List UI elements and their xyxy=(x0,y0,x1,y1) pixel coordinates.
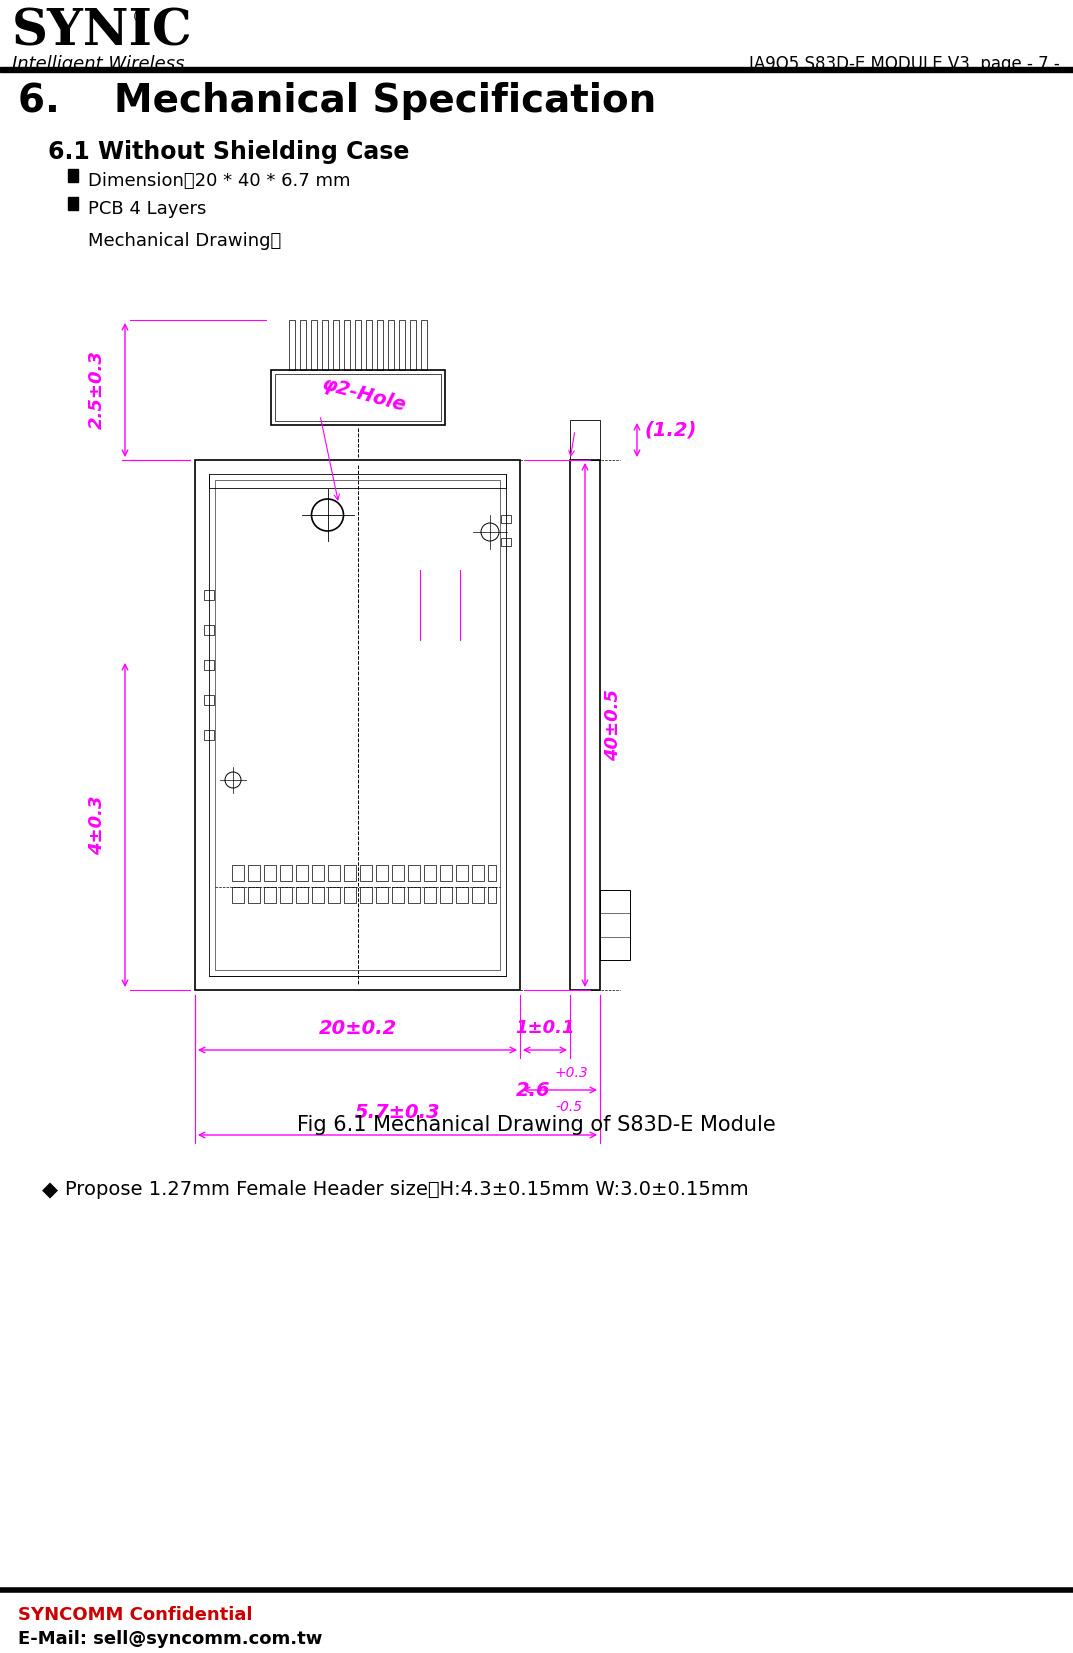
Bar xyxy=(408,865,420,881)
Text: 2.6: 2.6 xyxy=(515,1081,550,1099)
Bar xyxy=(343,865,355,881)
Bar xyxy=(204,660,214,669)
Text: (1.2): (1.2) xyxy=(645,420,697,440)
Text: 20±0.2: 20±0.2 xyxy=(319,1018,397,1038)
Bar xyxy=(68,169,78,182)
Bar xyxy=(408,888,420,903)
Text: φ2-Hole: φ2-Hole xyxy=(320,374,409,415)
Bar xyxy=(600,889,630,960)
Text: 2.5±0.3: 2.5±0.3 xyxy=(88,350,106,430)
Bar xyxy=(248,888,260,903)
Text: ◆: ◆ xyxy=(42,1180,58,1200)
Text: ®: ® xyxy=(132,10,147,25)
Text: SYNCOMM Confidential: SYNCOMM Confidential xyxy=(18,1607,252,1623)
Text: 40±0.5: 40±0.5 xyxy=(604,689,622,760)
Bar xyxy=(487,865,496,881)
Bar xyxy=(289,321,294,370)
Bar xyxy=(295,865,308,881)
Bar xyxy=(359,888,371,903)
Bar xyxy=(366,321,371,370)
Bar xyxy=(204,590,214,600)
Bar xyxy=(264,865,276,881)
Bar xyxy=(209,474,506,975)
Bar xyxy=(204,694,214,704)
Bar xyxy=(204,625,214,635)
Bar xyxy=(68,197,78,210)
Bar xyxy=(311,865,323,881)
Bar xyxy=(270,370,444,425)
Text: Mechanical Drawing：: Mechanical Drawing： xyxy=(88,231,281,250)
Bar xyxy=(322,321,327,370)
Bar xyxy=(424,888,436,903)
Bar xyxy=(440,865,452,881)
Bar xyxy=(392,888,403,903)
Bar xyxy=(392,865,403,881)
Text: -0.5: -0.5 xyxy=(555,1099,583,1114)
Bar xyxy=(311,888,323,903)
Text: SYNIC: SYNIC xyxy=(12,8,193,56)
Bar xyxy=(377,321,382,370)
Text: Intelligent Wireless: Intelligent Wireless xyxy=(12,55,185,73)
Bar xyxy=(0,68,1073,73)
Text: 1±0.1: 1±0.1 xyxy=(515,1018,575,1036)
Bar xyxy=(204,731,214,741)
Bar xyxy=(310,321,317,370)
Bar xyxy=(501,537,511,545)
Bar xyxy=(215,479,500,970)
Bar xyxy=(333,321,338,370)
Text: 6.1 Without Shielding Case: 6.1 Without Shielding Case xyxy=(48,141,410,164)
Bar xyxy=(232,865,244,881)
Text: PCB 4 Layers: PCB 4 Layers xyxy=(88,200,206,218)
Bar xyxy=(232,888,244,903)
Text: +0.3: +0.3 xyxy=(555,1066,589,1079)
Bar xyxy=(440,888,452,903)
Text: Propose 1.27mm Female Header size：H:4.3±0.15mm W:3.0±0.15mm: Propose 1.27mm Female Header size：H:4.3±… xyxy=(65,1180,749,1198)
Bar xyxy=(279,888,292,903)
Text: Fig 6.1 Mechanical Drawing of S83D-E Module: Fig 6.1 Mechanical Drawing of S83D-E Mod… xyxy=(296,1116,776,1136)
Bar xyxy=(487,888,496,903)
Bar xyxy=(471,888,484,903)
Bar xyxy=(456,888,468,903)
Bar xyxy=(424,865,436,881)
Bar xyxy=(264,888,276,903)
Bar xyxy=(387,321,394,370)
Text: E-Mail: sell@syncomm.com.tw: E-Mail: sell@syncomm.com.tw xyxy=(18,1630,322,1648)
Bar xyxy=(421,321,426,370)
Bar xyxy=(248,865,260,881)
Bar xyxy=(354,321,361,370)
Bar xyxy=(570,460,600,990)
Bar xyxy=(376,888,387,903)
Bar xyxy=(410,321,415,370)
Bar xyxy=(327,865,339,881)
Bar xyxy=(359,865,371,881)
Bar xyxy=(275,374,441,422)
Bar xyxy=(456,865,468,881)
Text: 6.    Mechanical Specification: 6. Mechanical Specification xyxy=(18,83,657,121)
Text: IA9Q5 S83D-E MODULE V3  page - 7 -: IA9Q5 S83D-E MODULE V3 page - 7 - xyxy=(749,55,1060,73)
Bar xyxy=(343,888,355,903)
Bar xyxy=(295,888,308,903)
Bar xyxy=(195,460,520,990)
Bar xyxy=(570,420,600,460)
Bar xyxy=(299,321,306,370)
Bar xyxy=(471,865,484,881)
Bar xyxy=(501,516,511,522)
Text: Dimension：20 * 40 * 6.7 mm: Dimension：20 * 40 * 6.7 mm xyxy=(88,172,351,190)
Bar xyxy=(327,888,339,903)
Text: 5.7±0.3: 5.7±0.3 xyxy=(355,1104,440,1122)
Bar xyxy=(398,321,405,370)
Bar xyxy=(279,865,292,881)
Text: 4±0.3: 4±0.3 xyxy=(88,795,106,855)
Bar xyxy=(376,865,387,881)
Bar xyxy=(343,321,350,370)
